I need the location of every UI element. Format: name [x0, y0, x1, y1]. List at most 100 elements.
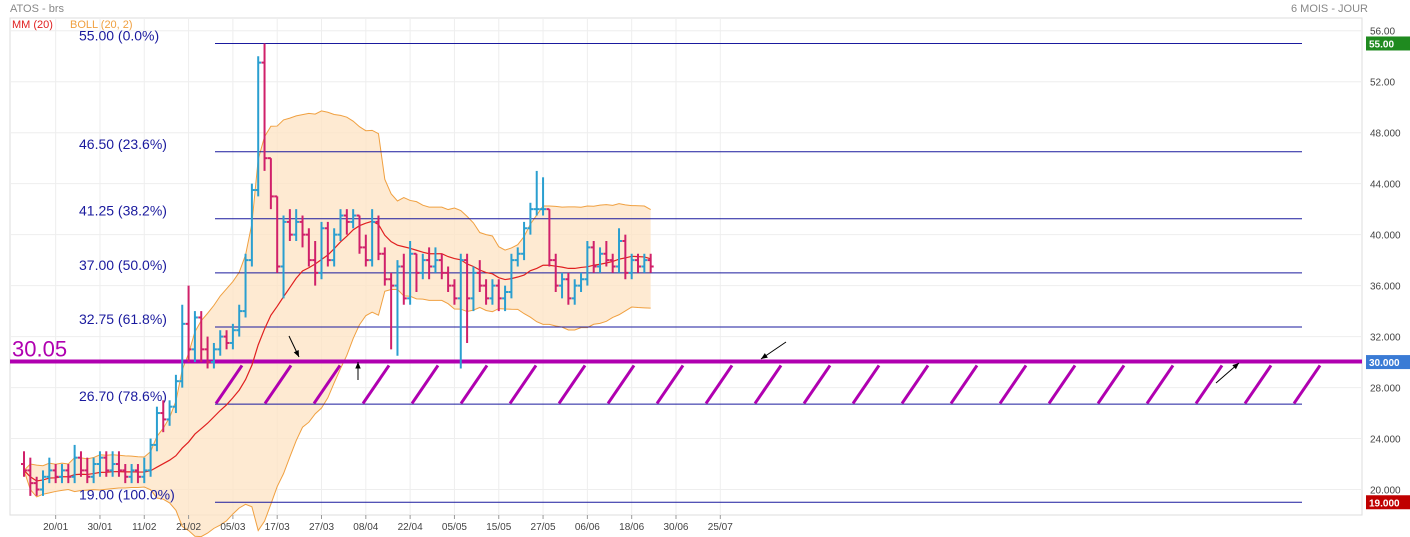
plot-frame — [9, 17, 1363, 516]
ohlc-bar — [223, 330, 230, 350]
x-tick-label: 17/03 — [265, 522, 290, 533]
ohlc-bar — [635, 253, 642, 273]
y-tick-label: 24.000 — [1370, 435, 1401, 446]
fib-label: 55.00 (0.0%) — [79, 27, 159, 43]
arrow-head — [355, 362, 361, 369]
y-tick-label: 20.000 — [1370, 486, 1401, 497]
ohlc-bar — [337, 209, 344, 242]
ohlc-bar — [609, 253, 616, 273]
ohlc-bar — [432, 247, 439, 273]
y-tick-label: 40.000 — [1370, 231, 1401, 242]
ohlc-bar — [229, 323, 236, 350]
ohlc-bar — [470, 266, 477, 312]
support-hatch — [900, 364, 930, 405]
ohlc-bars — [21, 43, 654, 496]
support-hatch — [263, 364, 293, 405]
ohlc-bar — [616, 228, 623, 273]
ohlc-bar — [508, 253, 515, 299]
ohlc-bar — [540, 177, 547, 216]
support-hatch — [508, 364, 538, 405]
ohlc-bar — [27, 457, 34, 496]
bollinger-upper — [23, 110, 651, 471]
ohlc-bar — [90, 457, 97, 484]
ohlc-bar — [419, 253, 426, 280]
fib-label: 41.25 (38.2%) — [79, 203, 167, 219]
ohlc-bar — [527, 202, 534, 235]
ohlc-bar — [622, 234, 629, 280]
support-hatch — [312, 364, 342, 405]
ohlc-bar — [274, 195, 281, 273]
y-tick-label: 48.000 — [1370, 129, 1401, 140]
ohlc-bar — [198, 311, 205, 363]
ohlc-bar — [381, 247, 388, 286]
support-hatch — [802, 364, 832, 405]
ohlc-bar — [255, 56, 262, 197]
price-tag-label: 55.00 — [1369, 39, 1394, 50]
ohlc-bar — [628, 253, 635, 280]
ohlc-bar — [343, 209, 350, 235]
support-hatch — [1096, 364, 1126, 405]
y-tick-label: 36.000 — [1370, 282, 1401, 293]
ohlc-bar — [166, 400, 173, 426]
support-hatch — [1145, 364, 1175, 405]
support-hatch — [998, 364, 1028, 405]
ohlc-bar — [52, 464, 59, 484]
x-tick-label: 27/05 — [531, 522, 556, 533]
support-hatch — [1194, 364, 1224, 405]
ohlc-bar — [451, 279, 458, 305]
x-tick-label: 18/06 — [619, 522, 644, 533]
x-tick-label: 30/06 — [663, 522, 688, 533]
ohlc-bar — [46, 457, 53, 484]
support-label: 30.05 — [12, 336, 67, 361]
ohlc-bar — [261, 43, 268, 171]
ohlc-bar — [533, 170, 540, 216]
bollinger-fill — [24, 110, 651, 537]
chart-title: ATOS - brs — [10, 3, 64, 15]
ohlc-bar — [77, 451, 84, 477]
x-tick-label: 21/02 — [176, 522, 201, 533]
ohlc-bar — [521, 221, 528, 261]
ohlc-bar — [571, 279, 578, 305]
mm20-line — [23, 220, 651, 482]
ohlc-bar — [96, 451, 103, 477]
support-hatch — [606, 364, 636, 405]
ohlc-bar — [185, 285, 192, 363]
x-tick-label: 30/01 — [87, 522, 112, 533]
support-hatch — [1047, 364, 1077, 405]
ohlc-bar — [590, 241, 597, 273]
support-hatch — [851, 364, 881, 405]
ohlc-bar — [514, 247, 521, 267]
ohlc-bar — [58, 464, 65, 484]
fib-label: 19.00 (100.0%) — [79, 486, 175, 502]
x-tick-label: 25/07 — [708, 522, 733, 533]
ohlc-bar — [160, 400, 167, 433]
y-tick-label: 32.000 — [1370, 333, 1401, 344]
ohlc-bar — [84, 457, 91, 484]
fib-label: 32.75 (61.8%) — [79, 311, 167, 327]
moving-average — [23, 220, 651, 482]
ohlc-bar — [356, 214, 363, 254]
x-tick-label: 11/02 — [132, 522, 157, 533]
ohlc-bar — [204, 336, 211, 369]
ohlc-bar — [388, 272, 395, 350]
ohlc-bar — [71, 444, 78, 484]
price-tag-label: 19.000 — [1369, 498, 1400, 509]
ohlc-bar — [318, 221, 325, 280]
ohlc-bar — [350, 209, 357, 229]
support-hatch — [557, 364, 587, 405]
ohlc-bar — [603, 241, 610, 267]
arrow-head — [1232, 363, 1239, 370]
ohlc-bar — [394, 260, 401, 356]
period-label[interactable]: 6 MOIS - JOUR — [1290, 3, 1368, 15]
fibonacci-levels: 55.00 (0.0%) 46.50 (23.6%) 41.25 (38.2%) 37… — [79, 27, 1302, 503]
x-tick-label: 05/03 — [220, 522, 245, 533]
y-tick-label: 28.000 — [1370, 384, 1401, 395]
support-hatch — [949, 364, 979, 405]
arrow — [760, 341, 787, 360]
support-hatch — [1243, 364, 1273, 405]
ohlc-bar — [375, 215, 382, 261]
ohlc-bar — [191, 311, 198, 363]
support-hatch — [655, 364, 685, 405]
ohlc-bar — [426, 247, 433, 280]
